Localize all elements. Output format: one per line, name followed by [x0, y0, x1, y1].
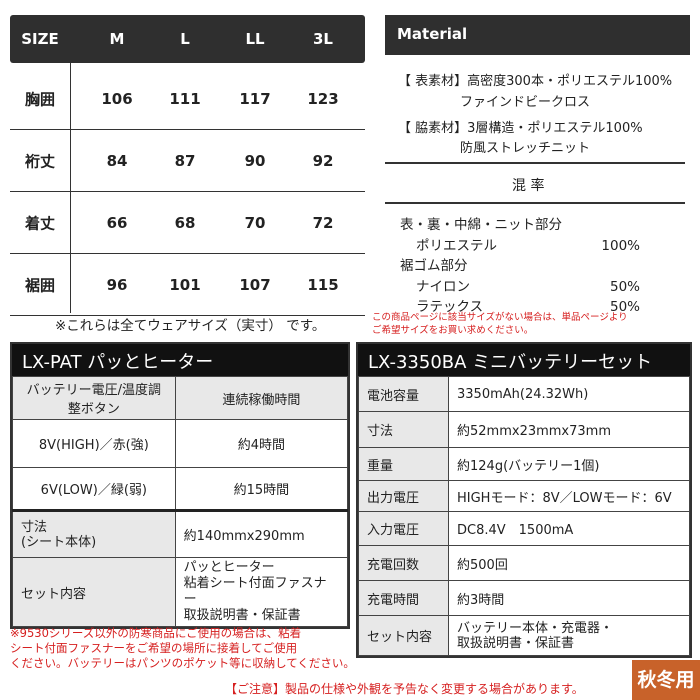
material-line: 【 脇素材】3層構造・ポリエステル100% — [398, 121, 643, 136]
size-row: 裄丈 84 87 90 92 — [10, 130, 365, 192]
battery-label: 入力電圧 — [358, 511, 449, 546]
material-header: Material — [385, 15, 690, 55]
battery-row: 電池容量 3350mAh(24.32Wh) — [358, 376, 690, 412]
size-row-label: 裾囲 — [24, 276, 56, 294]
divider — [385, 202, 685, 204]
battery-row: 充電時間 約3時間 — [358, 580, 690, 616]
size-row-label: 着丈 — [24, 214, 56, 232]
blend-row: ナイロン 50% — [416, 278, 640, 295]
size-value: 72 — [312, 213, 334, 232]
battery-value: バッテリー本体・充電器・ 取扱説明書・保証書 — [448, 615, 690, 656]
battery-value: 約52mmx23mmx73mm — [448, 411, 690, 448]
battery-spec-box: LX-3350BA ミニバッテリーセット 電池容量 3350mAh(24.32Wh… — [356, 342, 692, 658]
size-value: 101 — [169, 275, 201, 294]
size-value: 66 — [106, 213, 128, 232]
size-header: SIZE — [21, 30, 59, 48]
heater-spec-box: LX-PAT パッとヒーター バッテリー電圧/温度調整ボタン 連続稼働時間 8V(… — [10, 342, 350, 629]
size-value: 87 — [174, 151, 196, 170]
size-row-label: 胸囲 — [24, 90, 56, 108]
battery-title: LX-3350BA ミニバッテリーセット — [358, 344, 690, 376]
material-line: ファインドビークロス — [460, 95, 591, 110]
size-header: LL — [245, 30, 265, 48]
size-value: 96 — [106, 275, 128, 294]
size-header: 3L — [313, 30, 333, 48]
heater-col-header: バッテリー電圧/温度調整ボタン — [12, 376, 176, 420]
size-value: 84 — [106, 151, 128, 170]
battery-row: 充電回数 約500回 — [358, 545, 690, 581]
divider — [385, 162, 685, 164]
battery-row: 重量 約124g(バッテリー1個) — [358, 447, 690, 481]
battery-label: 重量 — [358, 447, 449, 481]
battery-row: セット内容 バッテリー本体・充電器・ 取扱説明書・保証書 — [358, 615, 690, 656]
size-value: 123 — [307, 89, 339, 108]
battery-label: セット内容 — [358, 615, 449, 656]
blend-title: 混 率 — [512, 178, 545, 194]
blend-row: ポリエステル 100% — [416, 237, 640, 254]
battery-label: 電池容量 — [358, 376, 449, 412]
blend-row: ラテックス 50% — [416, 299, 640, 315]
size-red-note: この商品ページに該当サイズがない場合は、単品ページより ご希望サイズをお買い求めく… — [372, 312, 628, 336]
battery-label: 充電時間 — [358, 580, 449, 616]
size-row-label: 裄丈 — [24, 152, 56, 170]
battery-value: 約500回 — [448, 545, 690, 581]
battery-value: DC8.4V 1500mA — [448, 511, 690, 546]
size-value: 70 — [244, 213, 266, 232]
blend-row: 表・裏・中綿・ニット部分 — [400, 217, 562, 233]
size-value: 115 — [307, 275, 339, 294]
size-header: L — [180, 30, 190, 48]
size-note: ※これらは全てウェアサイズ（実寸） です。 — [55, 318, 326, 334]
battery-value: 3350mAh(24.32Wh) — [448, 376, 690, 412]
battery-label: 充電回数 — [358, 545, 449, 581]
blend-list: 表・裏・中綿・ニット部分 ポリエステル 100% 裾ゴム部分 ナイロン 50% ラテ… — [400, 215, 640, 318]
material-line: 【 表素材】高密度300本・ポリエステル100% — [398, 74, 673, 89]
size-header: M — [109, 30, 125, 48]
battery-label: 寸法 — [358, 411, 449, 448]
size-row: 胸囲 106 111 117 123 — [10, 68, 365, 130]
heater-red-note: ※9530シリーズ以外の防寒商品にご使用の場合は、粘着 シート付面ファスナーをご希… — [10, 626, 355, 670]
size-value: 90 — [244, 151, 266, 170]
size-value: 68 — [174, 213, 196, 232]
battery-row: 出力電圧 HIGHモード：8V／LOWモード：6V — [358, 480, 690, 512]
size-row: 裾囲 96 101 107 115 — [10, 254, 365, 316]
footer-notice: 【ご注意】製品の仕様や外観を予告なく変更する場合があります。 — [225, 682, 584, 696]
battery-value: HIGHモード：8V／LOWモード：6V — [448, 480, 690, 512]
size-value: 107 — [239, 275, 271, 294]
battery-label: 出力電圧 — [358, 480, 449, 512]
battery-row: 入力電圧 DC8.4V 1500mA — [358, 511, 690, 546]
size-table-header: SIZE M L LL 3L — [10, 15, 365, 63]
size-value: 106 — [101, 89, 133, 108]
size-value: 111 — [169, 89, 201, 108]
heater-col-header: 連続稼働時間 — [174, 376, 349, 420]
battery-value: 約124g(バッテリー1個) — [448, 447, 690, 481]
material-line: 防風ストレッチニット — [460, 141, 591, 156]
heater-title: LX-PAT パッとヒーター — [12, 344, 348, 376]
size-value: 117 — [239, 89, 271, 108]
divider — [70, 63, 71, 313]
season-badge: 秋冬用 — [632, 660, 700, 700]
battery-row: 寸法 約52mmx23mmx73mm — [358, 411, 690, 448]
battery-value: 約3時間 — [448, 580, 690, 616]
size-value: 92 — [312, 151, 334, 170]
size-row: 着丈 66 68 70 72 — [10, 192, 365, 254]
blend-row: 裾ゴム部分 — [400, 258, 468, 274]
